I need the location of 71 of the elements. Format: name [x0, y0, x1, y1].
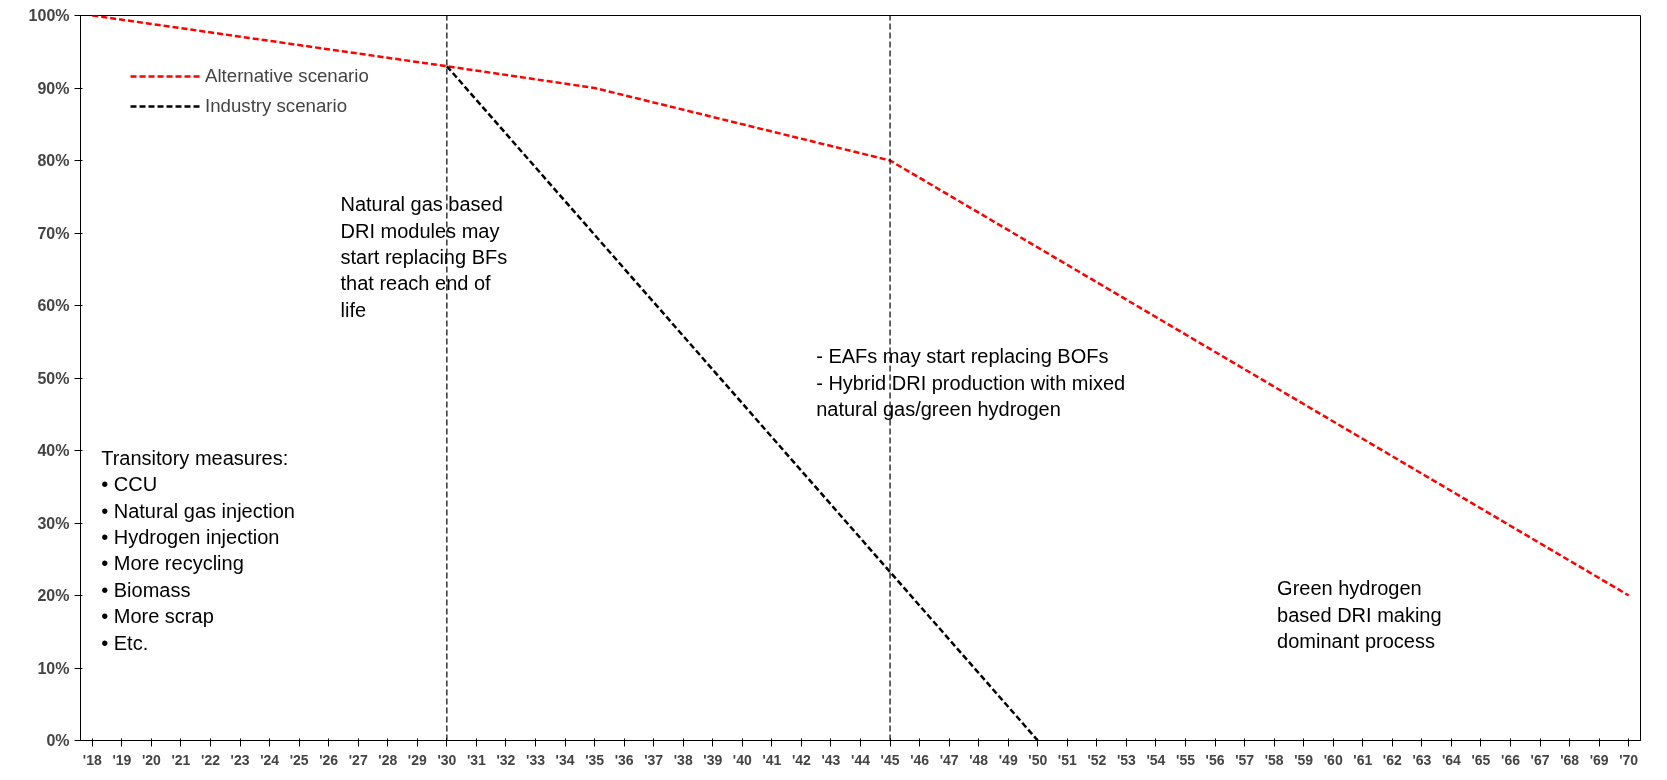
x-tick-label: '27	[348, 751, 368, 768]
x-tick-label: '31	[466, 751, 487, 768]
x-tick-label: '35	[585, 751, 605, 768]
x-tick-label: '62	[1382, 751, 1402, 768]
x-tick-label: '33	[526, 751, 546, 768]
x-tick-label: '70	[1619, 751, 1639, 768]
y-tick-label: 100%	[28, 7, 70, 24]
x-tick-label: '65	[1471, 751, 1491, 768]
x-tick-label: '21	[171, 751, 191, 768]
annotation: Transitory measures: • CCU • Natural gas injection • Hydrogen injection • More recycling • Biomass • More scrap • Etc.	[101, 446, 295, 654]
x-tick-label: '58	[1264, 751, 1284, 768]
annotation: Natural gas based DRI modules may start replacing BFs that reach end of life	[340, 193, 508, 321]
x-tick-label: '34	[555, 751, 575, 768]
x-tick-label: '40	[732, 751, 752, 768]
x-tick-label: '64	[1441, 751, 1462, 768]
annotation: - EAFs may start replacing BOFs - Hybrid DRI production with mixed natural gas/green hydrogen	[816, 345, 1126, 421]
y-tick-label: 80%	[37, 152, 70, 169]
x-tick-label: '67	[1530, 751, 1550, 768]
x-tick-label: '56	[1205, 751, 1225, 768]
line-series	[91, 15, 1630, 597]
x-tick-label: '49	[998, 751, 1018, 768]
x-tick-label: '63	[1412, 751, 1432, 768]
y-tick-label: 0%	[46, 732, 70, 749]
x-tick-label: '37	[644, 751, 664, 768]
x-tick-label: '52	[1087, 751, 1107, 768]
x-tick-label: '60	[1323, 751, 1343, 768]
x-tick-label: '57	[1235, 751, 1255, 768]
x-tick-label: '23	[230, 751, 250, 768]
x-tick-label: '42	[791, 751, 812, 768]
x-tick-label: '36	[614, 751, 634, 768]
annotation: Green hydrogen based DRI making dominant process	[1277, 577, 1442, 653]
y-tick-label: 50%	[37, 369, 70, 387]
x-tick-label: '38	[673, 751, 693, 768]
x-tick-label: '43	[821, 751, 841, 768]
x-tick-label: '45	[880, 751, 900, 768]
y-tick-label: 40%	[37, 442, 70, 459]
x-tick-label: '24	[260, 751, 280, 768]
x-tick-label: '66	[1501, 751, 1521, 768]
y-tick-label: 10%	[37, 659, 70, 677]
x-tick-label: '22	[201, 751, 221, 768]
x-tick-label: '32	[496, 751, 516, 768]
x-tick-label: '69	[1589, 751, 1609, 768]
x-tick-label: '68	[1560, 751, 1580, 768]
x-tick-label: '61	[1353, 751, 1373, 768]
x-tick-label: '54	[1146, 751, 1166, 768]
x-tick-label: '28	[378, 751, 398, 768]
x-tick-label: '50	[1028, 751, 1048, 768]
x-tick-label: '19	[112, 751, 132, 768]
x-tick-label: '53	[1116, 751, 1137, 768]
x-tick-label: '20	[141, 751, 162, 768]
x-tick-label: '46	[910, 751, 930, 768]
x-tick-label: '26	[319, 751, 339, 768]
x-tick-label: '29	[407, 751, 427, 768]
x-tick-label: '41	[762, 751, 782, 768]
legend-label: Industry scenario	[205, 95, 348, 117]
x-tick-label: '39	[703, 751, 723, 768]
y-tick-label: 30%	[37, 514, 70, 532]
x-tick-label: '55	[1176, 751, 1196, 768]
x-tick-label: '59	[1294, 751, 1314, 768]
y-tick-label: 70%	[37, 224, 70, 242]
x-tick-label: '44	[851, 751, 871, 768]
x-tick-label: '47	[939, 751, 959, 768]
y-tick-label: 20%	[37, 587, 70, 604]
legend-label: Alternative scenario	[205, 65, 369, 87]
x-tick-label: '25	[289, 751, 309, 768]
x-tick-label: '51	[1057, 751, 1077, 768]
x-tick-label: '30	[437, 751, 457, 768]
y-tick-label: 90%	[37, 79, 70, 97]
y-tick-label: 60%	[37, 297, 70, 314]
x-tick-label: '18	[82, 751, 102, 768]
x-tick-label: '48	[969, 751, 989, 768]
